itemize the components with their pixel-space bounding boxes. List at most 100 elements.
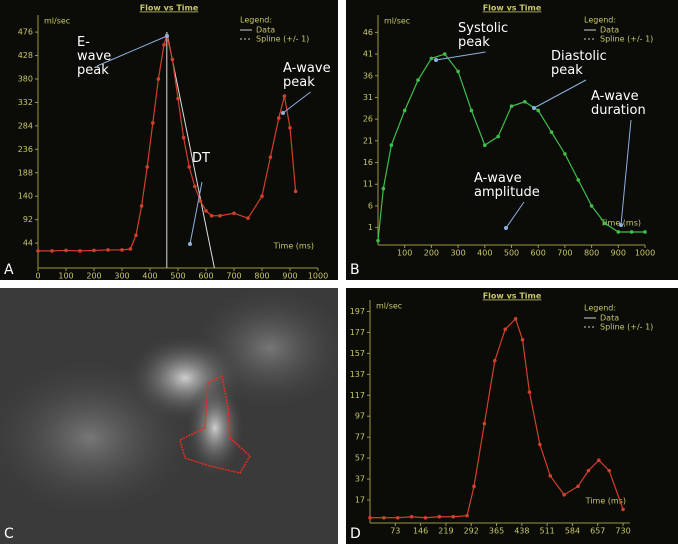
data-point [193,185,197,189]
data-point [382,516,386,520]
x-tick-label: 700 [226,272,241,281]
y-tick-label: 197 [350,307,365,316]
x-tick-label: 500 [170,272,185,281]
y-axis-label: ml/sec [44,17,70,26]
data-point [562,493,566,497]
annotation: A-wave duration [591,90,671,118]
data-point [456,70,460,74]
annotation: Systolic peak [458,22,513,50]
data-point [443,52,447,56]
x-tick-label: 730 [615,527,630,536]
data-point [587,469,591,473]
y-tick-label: 428 [18,51,33,60]
y-tick-label: 6 [368,201,373,210]
data-point [171,58,175,62]
y-tick-label: 46 [363,28,373,37]
data-point [416,78,420,82]
data-point [390,143,394,147]
legend-entry: Spline (+/- 1) [256,35,309,44]
legend-entry: Spline (+/- 1) [600,35,653,44]
ultrasound-image [0,288,338,544]
data-point [218,214,222,218]
data-point [514,317,518,321]
x-tick-label: 0 [35,272,40,281]
annotation: Diastolic peak [551,50,621,78]
data-point [538,443,542,447]
data-point [129,247,133,251]
data-point [232,211,236,215]
data-line [370,319,623,518]
y-tick-label: 177 [350,328,365,337]
y-tick-label: 92 [23,215,33,224]
data-point [260,194,264,198]
data-point [145,165,149,169]
legend-entry: Data [600,26,619,35]
y-tick-label: 41 [363,50,373,59]
data-point [210,214,214,218]
data-point [246,216,250,220]
y-tick-label: 57 [355,454,365,463]
y-tick-label: 97 [355,412,365,421]
x-tick-label: 584 [565,527,580,536]
data-point [410,515,414,519]
annotation-arrowhead [165,34,169,38]
y-tick-label: 37 [355,475,365,484]
annotation-arrow [534,80,586,108]
annotation-arrowhead [188,242,192,246]
panel-label: D [350,526,361,542]
annotation: A-wave peak [283,62,338,90]
annotation-arrow [506,202,524,228]
x-tick-label: 511 [540,527,555,536]
panel-label: A [4,262,14,278]
data-point [294,190,298,194]
x-tick-label: 200 [86,272,101,281]
data-point [277,116,281,120]
y-tick-label: 236 [18,145,33,154]
x-tick-label: 219 [438,527,453,536]
data-point [151,121,155,125]
y-tick-label: 1 [368,223,373,232]
x-tick-label: 500 [504,249,519,258]
x-tick-label: 700 [557,249,572,258]
data-point [283,94,287,98]
y-tick-label: 140 [18,192,33,201]
data-point [92,249,96,253]
panel-label: B [350,262,360,278]
data-point [465,514,469,518]
y-tick-label: 157 [350,349,365,358]
x-tick-label: 292 [464,527,479,536]
data-point [120,248,124,252]
data-point [630,230,634,234]
data-point [424,516,428,520]
annotation-arrow [283,92,311,113]
data-point [483,422,487,426]
x-axis-label: Time (ms) [273,242,314,251]
y-tick-label: 36 [363,71,373,80]
data-point [438,515,442,519]
y-tick-label: 332 [18,98,33,107]
x-tick-label: 400 [142,272,157,281]
annotation-arrowhead [619,223,623,227]
chart-title: Flow vs Time [140,4,199,13]
data-point [50,249,54,253]
y-tick-label: 16 [363,158,373,167]
data-point [521,338,525,342]
annotation-arrow [621,120,631,225]
data-point [64,249,68,253]
legend-entry: Data [600,314,619,323]
data-point [396,516,400,520]
x-tick-label: 365 [489,527,504,536]
y-tick-label: 17 [355,495,365,504]
data-point [199,199,203,203]
data-point [382,187,386,191]
legend-title: Legend: [584,16,616,25]
annotation-arrowhead [504,226,508,230]
x-tick-label: 73 [390,527,400,536]
y-tick-label: 284 [18,121,33,130]
data-point [430,57,434,61]
legend-entry: Data [256,26,275,35]
x-tick-label: 900 [611,249,626,258]
panel-c: C [0,288,338,544]
